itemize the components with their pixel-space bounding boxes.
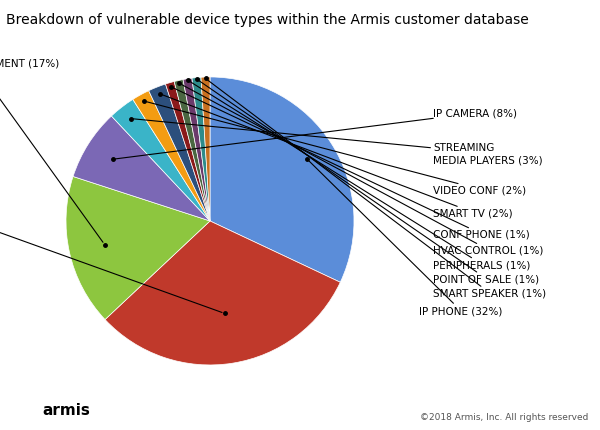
Wedge shape [192,78,210,221]
Text: IP PHONE (32%): IP PHONE (32%) [309,162,502,316]
Wedge shape [174,80,210,221]
Wedge shape [166,82,210,221]
Text: POINT OF SALE (1%): POINT OF SALE (1%) [199,81,539,284]
Text: VIDEO CONF (2%): VIDEO CONF (2%) [147,102,526,195]
Text: armis: armis [42,402,90,417]
Text: SMART TV (2%): SMART TV (2%) [162,95,513,218]
Text: IP CAMERA (8%): IP CAMERA (8%) [115,109,517,160]
Text: PRINTER (31%): PRINTER (31%) [0,209,222,313]
Text: SMART SPEAKER (1%): SMART SPEAKER (1%) [208,81,547,298]
Text: ©2018 Armis, Inc. All rights reserved: ©2018 Armis, Inc. All rights reserved [419,412,588,421]
Wedge shape [149,85,210,221]
Wedge shape [133,92,210,221]
Text: HVAC CONTROL (1%): HVAC CONTROL (1%) [182,86,544,255]
Text: Breakdown of vulnerable device types within the Armis customer database: Breakdown of vulnerable device types wit… [6,13,529,27]
Wedge shape [183,79,210,221]
Wedge shape [112,100,210,221]
Wedge shape [66,177,210,320]
Wedge shape [73,117,210,221]
Text: NETWORKING EQUIPMENT (17%): NETWORKING EQUIPMENT (17%) [0,58,103,243]
Wedge shape [210,78,354,283]
Text: CONF PHONE (1%): CONF PHONE (1%) [173,89,530,240]
Text: STREAMING
MEDIA PLAYERS (3%): STREAMING MEDIA PLAYERS (3%) [133,120,543,165]
Wedge shape [105,221,340,365]
Wedge shape [201,78,210,221]
Text: PERIPHERALS (1%): PERIPHERALS (1%) [190,83,530,270]
